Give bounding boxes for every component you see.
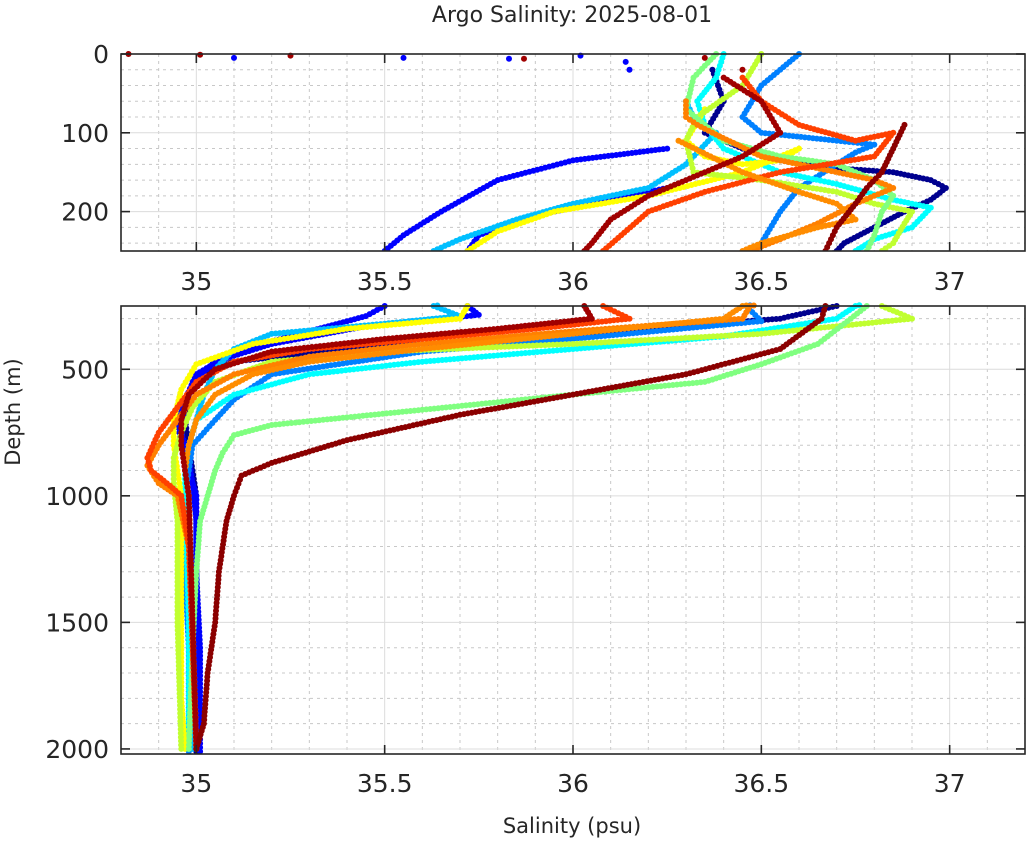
data-point [178, 421, 185, 428]
lower-profile-marks [144, 302, 915, 754]
x-tick-label: 35.5 [357, 769, 413, 798]
data-point [174, 542, 181, 549]
data-point [174, 591, 181, 597]
lower-panel: 35 35.5 36 36.5 37 500 1000 1500 2000 [45, 302, 1026, 798]
series-profile-5 [430, 98, 720, 251]
x-tick-label: 35 [180, 769, 212, 798]
data-point [178, 438, 185, 444]
y-tick-label: 2000 [45, 735, 109, 764]
x-axis-label: Salinity (psu) [503, 814, 641, 838]
series-profile-14 [193, 303, 829, 752]
data-point [170, 471, 177, 478]
data-point [185, 745, 192, 752]
upper-axes: 35 35.5 36 36.5 37 0 100 200 [61, 40, 1026, 296]
data-point [626, 66, 633, 73]
data-point [174, 615, 181, 622]
y-tick-label: 0 [93, 40, 109, 69]
data-point [178, 429, 185, 436]
series-profile-12 [675, 137, 859, 251]
x-tick-label: 36.5 [733, 769, 789, 798]
y-axis-label: Depth (m) [1, 358, 25, 465]
x-tick-label: 37 [934, 267, 966, 296]
y-tick-label: 500 [61, 355, 109, 384]
upper-panel: 35 35.5 36 36.5 37 0 100 200 [61, 40, 1026, 296]
data-point [178, 745, 185, 752]
data-point [174, 558, 181, 565]
data-point [174, 534, 181, 541]
data-point [521, 55, 527, 62]
data-point [178, 416, 185, 423]
data-point [174, 566, 181, 573]
data-point [174, 574, 181, 581]
data-point [178, 425, 185, 432]
data-point [170, 433, 177, 440]
series-profile-10 [144, 302, 757, 752]
chart-title: Argo Salinity: 2025-08-01 [432, 3, 712, 28]
series-profile-14 [822, 121, 908, 251]
data-point [170, 463, 177, 470]
series-profile-13 [178, 303, 595, 752]
series-profile-12 [182, 302, 750, 752]
x-tick-label: 35 [180, 267, 212, 296]
series-near-surface-scatter-blue [231, 52, 633, 73]
data-point [739, 66, 746, 73]
series-profile-11 [600, 74, 897, 251]
data-point [174, 526, 181, 533]
data-point [170, 454, 177, 461]
data-point [170, 476, 177, 482]
upper-profile-marks [125, 51, 949, 251]
y-tick-label: 200 [61, 198, 109, 227]
y-tick-label: 1500 [45, 608, 109, 637]
data-point [174, 518, 181, 525]
x-tick-label: 36.5 [733, 267, 789, 296]
data-point [506, 55, 512, 62]
x-tick-label: 36 [557, 267, 589, 296]
data-point [174, 582, 181, 589]
data-point [178, 433, 185, 440]
data-point [174, 607, 181, 614]
data-point [231, 54, 237, 61]
data-point [174, 550, 181, 557]
x-tick-label: 37 [934, 769, 966, 798]
data-point [622, 58, 629, 65]
y-tick-label: 100 [61, 119, 109, 148]
series-profile-2 [381, 145, 671, 251]
y-tick-label: 1000 [45, 482, 109, 511]
data-point [170, 459, 177, 466]
series-profile-13 [581, 74, 784, 251]
data-point [174, 599, 181, 606]
data-point [701, 54, 708, 61]
x-tick-label: 36 [557, 769, 589, 798]
data-point [170, 467, 177, 474]
data-point [400, 54, 407, 61]
x-tick-label: 35.5 [357, 267, 413, 296]
lower-axes: 35 35.5 36 36.5 37 500 1000 1500 2000 [45, 305, 1026, 798]
